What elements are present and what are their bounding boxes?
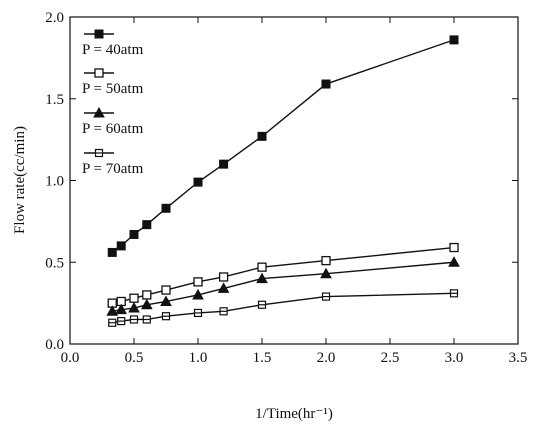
data-point: [107, 247, 117, 257]
x-tick-label: 3.0: [445, 350, 464, 366]
data-point: [129, 315, 139, 324]
data-point: [320, 267, 332, 279]
data-point: [219, 307, 228, 316]
data-point: [115, 303, 128, 315]
data-point: [142, 220, 152, 230]
x-tick-label: 2.5: [381, 350, 400, 366]
data-point: [129, 229, 139, 239]
series-layer: [106, 35, 460, 327]
data-point: [108, 318, 117, 327]
data-point: [321, 79, 331, 89]
data-point: [449, 242, 459, 253]
data-point: [449, 35, 459, 45]
data-point: [140, 298, 153, 310]
x-tick-label: 1.5: [253, 350, 272, 366]
data-point: [193, 277, 203, 287]
x-axis-label: 1/Time(hr⁻¹): [255, 406, 333, 422]
data-point: [161, 285, 171, 295]
data-point: [117, 317, 126, 326]
series-1: [107, 242, 459, 308]
legend-marker: [94, 68, 104, 78]
data-point: [218, 272, 229, 282]
data-point: [129, 293, 139, 303]
legend-label: P = 40atm: [82, 42, 144, 58]
data-point: [106, 305, 119, 316]
data-point: [257, 262, 267, 272]
data-point: [160, 295, 172, 306]
y-axis-label: Flow rate(cc/min): [12, 126, 28, 234]
legend-marker: [93, 106, 105, 118]
legend-label: P = 70atm: [82, 161, 144, 177]
y-tick-label: 2.0: [45, 10, 64, 26]
x-tick-label: 3.5: [509, 350, 528, 366]
data-point: [193, 177, 203, 187]
data-point: [161, 203, 171, 213]
data-point: [321, 292, 331, 301]
legend-label: P = 60atm: [82, 121, 144, 137]
y-tick-label: 1.5: [45, 92, 64, 108]
x-tick-label: 0.5: [125, 350, 144, 366]
data-point: [448, 256, 460, 267]
data-point: [217, 282, 230, 293]
legend-label: P = 50atm: [82, 81, 144, 97]
data-point: [193, 308, 203, 318]
data-point: [257, 131, 267, 141]
data-point: [192, 288, 204, 300]
data-point: [142, 315, 151, 324]
legend: P = 40atm P = 50atm P = 60atm P = 70atm: [82, 29, 144, 177]
data-point: [161, 312, 171, 321]
data-point: [257, 300, 267, 309]
y-tick-label: 0.0: [45, 337, 64, 353]
data-point: [321, 255, 331, 266]
x-tick-label: 1.0: [189, 350, 208, 366]
series-0: [107, 35, 459, 257]
legend-marker: [94, 29, 104, 39]
x-tick-label: 2.0: [317, 350, 336, 366]
series-line: [112, 292, 455, 324]
data-point: [142, 290, 152, 300]
series-line: [112, 246, 455, 304]
y-tick-label: 0.5: [45, 255, 64, 271]
data-point: [128, 302, 140, 313]
y-tick-label: 1.0: [45, 174, 64, 190]
data-point: [256, 272, 268, 284]
data-point: [449, 289, 459, 298]
legend-marker: [94, 148, 104, 158]
data-point: [219, 159, 229, 169]
data-point: [116, 241, 126, 251]
series-line: [111, 39, 455, 254]
x-axis-ticks: 0.0 0.5 1.0 1.5 2.0 2.5 3.0 3.5: [61, 17, 528, 366]
x-tick-label: 0.0: [61, 350, 80, 366]
series-2: [106, 256, 460, 316]
y-axis-ticks: 0.0 0.5 1.0 1.5 2.0: [45, 10, 518, 353]
series-3: [108, 289, 459, 327]
series-line: [112, 261, 455, 312]
